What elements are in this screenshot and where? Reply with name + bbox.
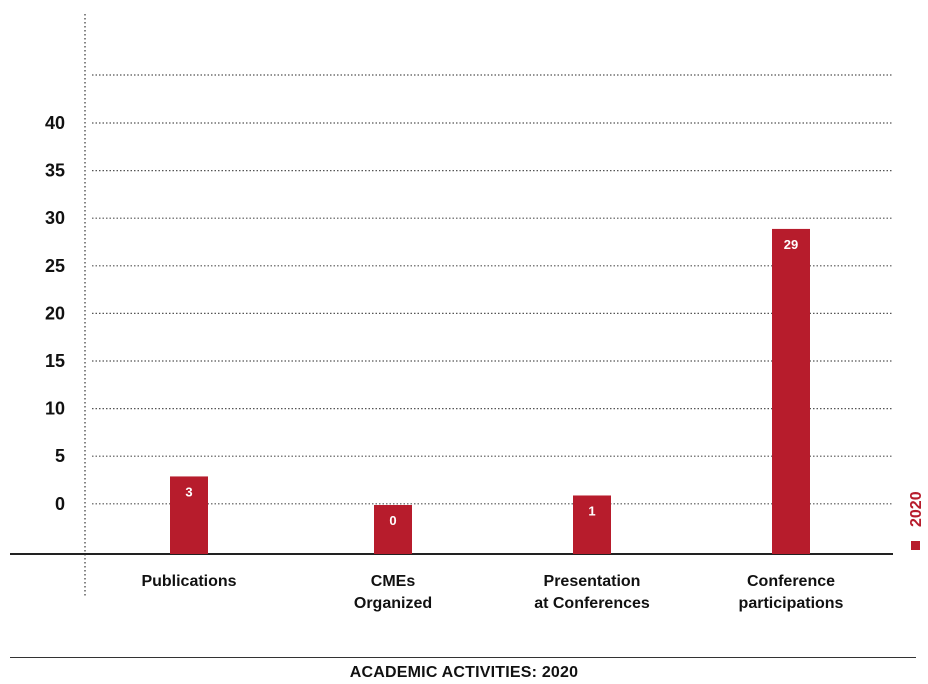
legend-swatch [911, 541, 920, 550]
y-tick-label: 20 [45, 303, 65, 323]
legend: 2020 [908, 491, 925, 550]
y-tick-label: 30 [45, 208, 65, 228]
y-tick-label: 35 [45, 161, 65, 181]
data-label: 3 [185, 484, 192, 499]
category-label: Publications [141, 573, 236, 590]
bars [170, 228, 810, 555]
y-tick-label: 40 [45, 113, 65, 133]
category-label: Presentation at Conferences [534, 573, 650, 612]
data-label: 29 [784, 237, 798, 252]
footer-rule [10, 657, 916, 658]
y-tick-label: 5 [55, 446, 65, 466]
gridlines [92, 74, 893, 505]
bar [170, 476, 208, 554]
bar [573, 495, 611, 554]
category-labels: Publications CMEs Organized Presentation at … [141, 573, 843, 612]
chart-title: ACADEMIC ACTIVITIES: 2020 [349, 664, 579, 681]
axes [10, 14, 893, 598]
y-tick-label: 25 [45, 256, 65, 276]
bar [772, 228, 810, 555]
y-tick-label: 10 [45, 399, 65, 419]
legend-label: 2020 [908, 491, 925, 527]
y-tick-labels: 40 35 30 25 20 15 10 5 0 [45, 113, 65, 514]
y-tick-label: 15 [45, 351, 65, 371]
data-label: 1 [588, 503, 595, 518]
category-label: Conference participations [739, 573, 844, 612]
data-labels: 3 0 1 29 [185, 237, 798, 528]
y-tick-label: 0 [55, 494, 65, 514]
data-label: 0 [389, 513, 396, 528]
category-label: CMEs Organized [354, 573, 432, 612]
bar [374, 505, 412, 554]
